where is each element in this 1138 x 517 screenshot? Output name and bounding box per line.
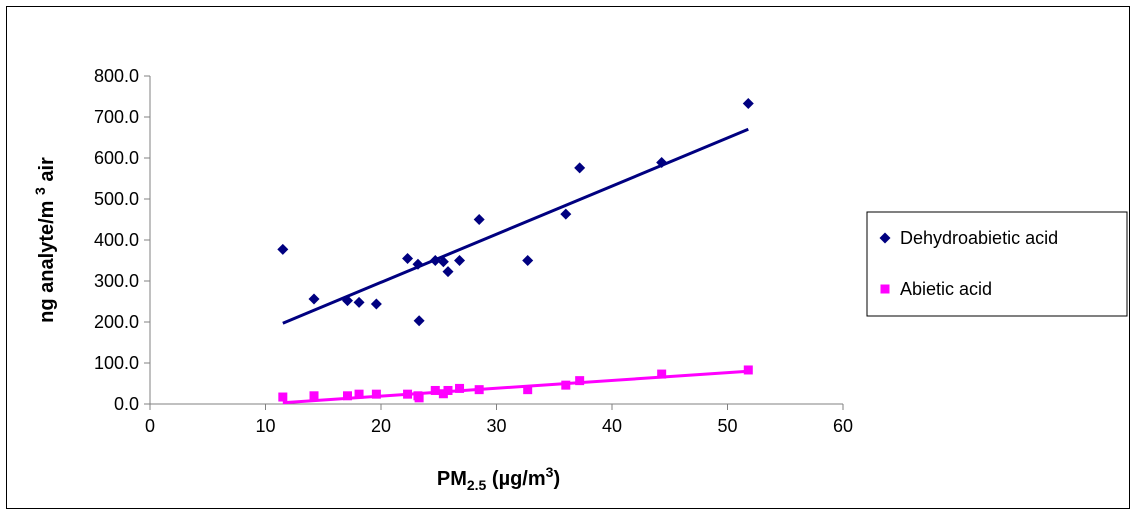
y-tick-label: 500.0 — [94, 189, 139, 209]
chart-canvas: 0 10 20 30 40 50 600.0100.0200.0300.0400.0500.… — [32, 66, 1128, 493]
legend-item: Abietic acid — [880, 279, 992, 299]
legend-item: Dehydroabietic acid — [879, 228, 1058, 248]
data-point — [657, 369, 667, 379]
data-point — [561, 380, 571, 390]
data-point — [455, 383, 465, 393]
chart-frame: 0 10 20 30 40 50 60 0.0 100.0 200.0 300.0 400.0 500.… — [6, 6, 1130, 509]
x-tick-label: 0 — [145, 416, 155, 436]
data-point — [277, 243, 289, 255]
data-point — [403, 389, 413, 399]
data-point — [308, 293, 320, 305]
y-tick-label: 700.0 — [94, 107, 139, 127]
data-point — [413, 315, 425, 327]
data-point — [474, 385, 484, 395]
y-axis-title: ng analyte/m 3 air — [32, 157, 58, 323]
data-point — [442, 266, 454, 278]
x-tick-label: 30 — [486, 416, 506, 436]
data-point — [402, 252, 414, 264]
legend-label: Abietic acid — [900, 279, 992, 299]
data-point — [437, 256, 449, 268]
legend-marker — [880, 284, 890, 294]
x-tick-label: 40 — [602, 416, 622, 436]
data-point — [354, 389, 364, 399]
data-point — [443, 385, 453, 395]
x-tick-label: 10 — [255, 416, 275, 436]
series-layer — [277, 97, 754, 405]
data-point — [343, 391, 353, 401]
legend-marker — [879, 232, 891, 244]
y-tick-label: 600.0 — [94, 148, 139, 168]
data-point — [430, 385, 440, 395]
x-tick-label: 60 — [833, 416, 853, 436]
data-point — [523, 385, 533, 395]
data-point — [309, 391, 319, 401]
data-point — [353, 296, 365, 308]
data-point — [742, 97, 754, 109]
legend-items: Dehydroabietic acid Abietic acid — [879, 228, 1058, 299]
plot-area: 0 10 20 30 40 50 600.0100.0200.0300.0400.0500.… — [94, 66, 853, 436]
legend-label: Dehydroabietic acid — [900, 228, 1058, 248]
data-point — [575, 376, 585, 386]
series-1 — [277, 97, 754, 327]
data-point — [560, 208, 572, 220]
data-point — [429, 255, 441, 266]
data-point — [412, 258, 424, 270]
axis-ticks: 0 10 20 30 40 50 600.0100.0200.0300.0400.0500.… — [94, 66, 853, 436]
y-tick-label: 200.0 — [94, 312, 139, 332]
data-point — [438, 389, 448, 399]
x-tick-label: 50 — [717, 416, 737, 436]
x-axis-title: PM2.5 (µg/m3) — [437, 464, 560, 493]
y-tick-label: 100.0 — [94, 353, 139, 373]
y-tick-label: 0.0 — [114, 394, 139, 414]
y-tick-label: 400.0 — [94, 230, 139, 250]
data-point — [574, 162, 586, 174]
data-point — [743, 365, 753, 375]
trendline — [282, 369, 749, 405]
y-tick-label: 800.0 — [94, 66, 139, 86]
trendline — [282, 127, 749, 325]
data-point — [473, 214, 485, 225]
data-point — [370, 298, 382, 310]
x-tick-label: 20 — [371, 416, 391, 436]
data-point — [454, 255, 466, 266]
data-point — [656, 157, 668, 169]
data-point — [278, 392, 288, 402]
data-point — [371, 389, 381, 399]
data-point — [342, 295, 354, 307]
legend-box — [866, 211, 1128, 317]
legend: Dehydroabietic acid Abietic acid — [866, 211, 1128, 317]
y-tick-label: 300.0 — [94, 271, 139, 291]
data-point — [414, 393, 424, 403]
series-2 — [278, 365, 753, 405]
data-point — [522, 255, 534, 266]
